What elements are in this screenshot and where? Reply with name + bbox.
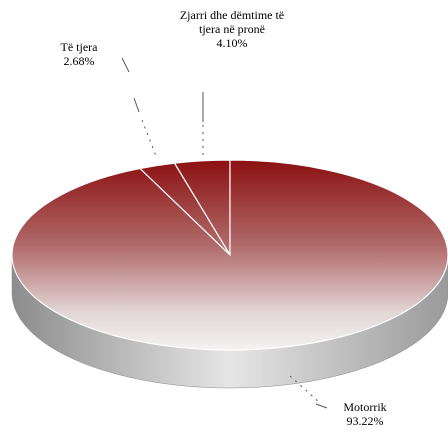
slice-label: Të tjera 2.68% <box>44 40 114 68</box>
value-label: 4.10% <box>216 36 248 50</box>
category-label: Të tjera <box>60 40 98 54</box>
slice-label: Zjarri dhe dëmtime të tjera në pronë 4.1… <box>172 8 292 50</box>
slices <box>11 159 448 389</box>
leader-line <box>141 119 157 157</box>
slice <box>11 159 448 351</box>
value-label: 93.22% <box>346 414 384 428</box>
slice-label: Motorrik 93.22% <box>325 400 405 428</box>
leader-lines <box>121 57 328 409</box>
value-label: 2.68% <box>63 54 95 68</box>
leader-line <box>121 57 130 73</box>
category-label: Motorrik <box>343 400 387 414</box>
category-label: Zjarri dhe dëmtime të tjera në pronë <box>179 8 285 36</box>
leader-line <box>133 97 140 113</box>
leader-line <box>315 403 328 409</box>
